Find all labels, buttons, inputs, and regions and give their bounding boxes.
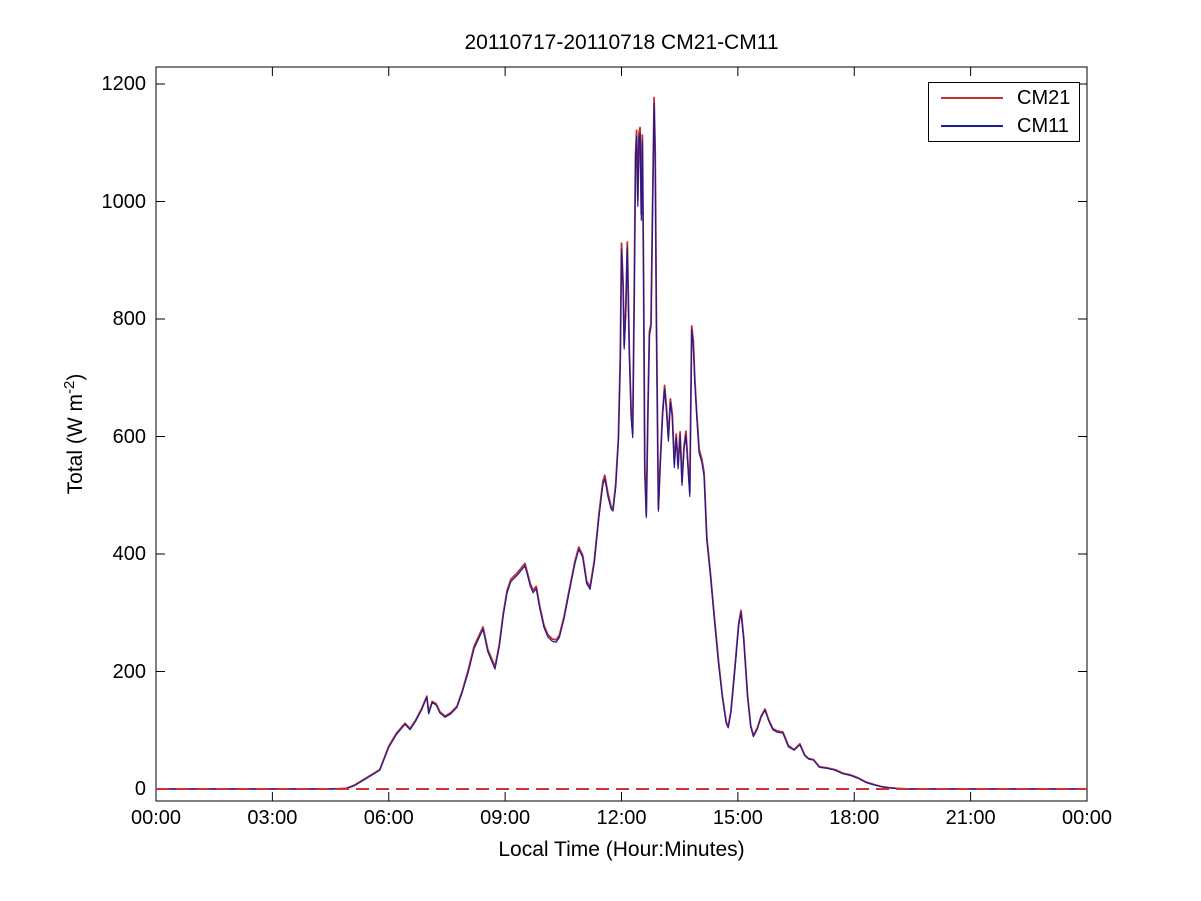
x-tick-label: 06:00 bbox=[363, 807, 414, 829]
x-tick-label: 15:00 bbox=[712, 807, 763, 829]
legend-label-cm11: CM11 bbox=[1017, 114, 1069, 137]
x-tick-label: 21:00 bbox=[945, 807, 996, 829]
x-tick-label: 00:00 bbox=[1061, 807, 1113, 829]
y-tick-label: 0 bbox=[134, 778, 146, 800]
legend-row-cm21: CM21 bbox=[929, 85, 1079, 111]
y-axis-label: Total (W m-2) bbox=[61, 373, 87, 495]
cm11-line bbox=[156, 102, 1087, 790]
y-tick-label: 200 bbox=[112, 660, 146, 683]
y-tick-label: 1000 bbox=[101, 190, 147, 213]
legend-label-cm21: CM21 bbox=[1017, 86, 1071, 109]
x-tick-label: 12:00 bbox=[596, 807, 647, 829]
cm21-line bbox=[156, 96, 1087, 790]
x-tick-label: 09:00 bbox=[480, 807, 531, 829]
y-tick-label: 800 bbox=[112, 308, 146, 330]
x-tick-label: 03:00 bbox=[247, 807, 298, 829]
x-axis-label: Local Time (Hour:Minutes) bbox=[498, 838, 745, 861]
y-tick-label: 1200 bbox=[101, 73, 147, 95]
x-tick-label: 00:00 bbox=[130, 807, 182, 829]
y-tick-label: 400 bbox=[112, 543, 146, 565]
chart-title: 20110717-20110718 CM21-CM11 bbox=[464, 31, 779, 54]
x-tick-label: 18:00 bbox=[829, 807, 880, 829]
y-tick-label: 600 bbox=[112, 425, 146, 448]
cm11-line-swatch bbox=[941, 125, 1003, 127]
legend-row-cm11: CM11 bbox=[929, 113, 1079, 139]
legend-box: CM21 CM11 bbox=[928, 82, 1080, 142]
axes-box bbox=[155, 66, 1088, 802]
cm21-line-swatch bbox=[941, 97, 1003, 99]
